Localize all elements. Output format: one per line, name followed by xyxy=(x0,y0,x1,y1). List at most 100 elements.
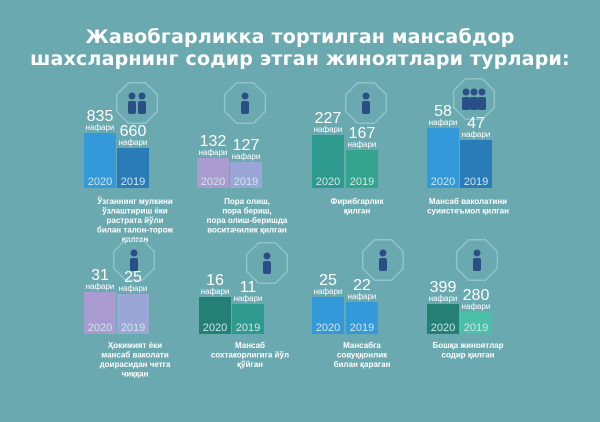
bar-year-label: 2020 xyxy=(88,176,112,188)
bar-year-label: 2019 xyxy=(350,322,374,334)
crowd-icon-frame xyxy=(452,77,496,121)
data-label: 280 xyxy=(463,287,490,304)
unit-label: нафари xyxy=(232,152,261,161)
bar-year-label: 2019 xyxy=(350,176,374,188)
data-label: 660 xyxy=(120,123,147,140)
people-icon-frame xyxy=(115,81,159,125)
data-label: 16 xyxy=(206,272,224,289)
bar-3-2019 xyxy=(346,150,378,188)
bar-3-2020 xyxy=(312,135,344,188)
category-label-line: Бошқа жиноятлар xyxy=(432,341,503,350)
category-label-line: Пора олиш, xyxy=(224,197,270,206)
unit-label: нафари xyxy=(348,292,377,301)
category-label-line: Мансаб ваколатини xyxy=(429,197,507,206)
fraud-icon xyxy=(362,92,370,114)
category-label-line: ўзлаштириш ёки xyxy=(102,207,168,216)
unit-label: нафари xyxy=(201,287,230,296)
category-label-line: суиистеъмол қилган xyxy=(427,207,509,216)
category-label-line: пора бериш, xyxy=(222,207,271,216)
bar-year-label: 2019 xyxy=(121,176,145,188)
bar-2-2020 xyxy=(197,158,229,188)
bar-year-label: 2020 xyxy=(316,176,340,188)
pointing-hand-icon-frame xyxy=(112,238,156,282)
bar-1-2019 xyxy=(117,148,149,188)
unit-label: нафари xyxy=(462,130,491,139)
unit-label: нафари xyxy=(314,125,343,134)
official-icon xyxy=(263,252,271,274)
category-label-line: сохтакорлигига йўл xyxy=(211,351,289,360)
title-line-1: Жавобгарликка тортилган мансабдор xyxy=(85,26,515,48)
unit-label: нафари xyxy=(429,294,458,303)
unit-label: нафари xyxy=(119,138,148,147)
bar-5-2020 xyxy=(84,292,116,334)
bar-4-2019 xyxy=(460,140,492,188)
category-label-line: чиққан xyxy=(122,370,149,379)
data-label: 227 xyxy=(315,110,342,127)
bar-6-2019 xyxy=(232,304,264,334)
shopping-person-icon xyxy=(379,249,387,271)
data-label: 47 xyxy=(467,115,485,132)
unit-label: нафари xyxy=(429,118,458,127)
bar-7-2020 xyxy=(312,297,344,334)
category-label-line: қўйган xyxy=(237,360,263,369)
bar-year-label: 2020 xyxy=(316,322,340,334)
data-label: 132 xyxy=(200,133,227,150)
category-label-line: пора олиш-беришда xyxy=(207,216,288,225)
bar-6-2020 xyxy=(199,297,231,334)
official-icon-frame xyxy=(245,241,289,285)
data-label: 31 xyxy=(91,267,109,284)
data-label: 11 xyxy=(240,279,257,296)
shopping-person-icon-frame xyxy=(361,238,405,282)
police-document-icon xyxy=(473,249,481,271)
people-icon xyxy=(128,92,146,114)
unit-label: нафари xyxy=(86,123,115,132)
bar-1-2020 xyxy=(84,133,116,188)
bar-year-label: 2020 xyxy=(431,176,455,188)
bar-8-2020 xyxy=(427,304,459,334)
category-label-line: қилган xyxy=(344,207,371,216)
bar-year-label: 2019 xyxy=(464,176,488,188)
unit-label: нафари xyxy=(119,284,148,293)
unit-label: нафари xyxy=(86,282,115,291)
category-label-line: билан талон-торож xyxy=(97,226,174,235)
unit-label: нафари xyxy=(348,140,377,149)
police-document-icon-frame xyxy=(455,238,499,282)
category-label-line: Мансабга xyxy=(343,341,381,350)
bar-year-label: 2020 xyxy=(203,322,227,334)
category-label-line: Ўзганнинг мулкини xyxy=(96,197,173,206)
bar-year-label: 2019 xyxy=(121,322,145,334)
bar-year-label: 2019 xyxy=(464,322,488,334)
handshake-money-icon-frame xyxy=(223,81,267,125)
category-label-line: Ҳокимият ёки xyxy=(108,341,162,350)
category-label-line: содир қилган xyxy=(442,351,495,360)
category-label-line: растрата йўли xyxy=(107,216,164,225)
bar-year-label: 2020 xyxy=(201,176,225,188)
data-label: 399 xyxy=(430,279,457,296)
data-label: 58 xyxy=(434,103,452,120)
bar-year-label: 2019 xyxy=(234,176,258,188)
category-label-line: Фирибгарлик xyxy=(331,197,385,206)
unit-label: нафари xyxy=(199,148,228,157)
category-label-line: мансаб ваколати xyxy=(101,351,169,360)
bar-2-2019 xyxy=(230,162,262,188)
category-label-line: Мансаб xyxy=(235,341,265,350)
data-label: 22 xyxy=(353,277,371,294)
bar-year-label: 2020 xyxy=(88,322,112,334)
bar-7-2019 xyxy=(346,302,378,334)
crowd-icon xyxy=(462,88,486,110)
bar-4-2020 xyxy=(427,128,459,188)
data-label: 25 xyxy=(124,269,142,286)
data-label: 167 xyxy=(349,125,376,142)
bar-8-2019 xyxy=(460,312,492,334)
category-label-line: билан қараган xyxy=(334,360,391,369)
page-title: Жавобгарликка тортилган мансабдор шахсла… xyxy=(0,26,600,70)
unit-label: нафари xyxy=(462,302,491,311)
unit-label: нафари xyxy=(314,287,343,296)
category-label-line: совуққонлик xyxy=(337,351,388,360)
data-label: 25 xyxy=(319,272,337,289)
data-label: 835 xyxy=(87,108,114,125)
title-line-2: шахсларнинг содир этган жиноятлари турла… xyxy=(30,48,570,70)
fraud-icon-frame xyxy=(344,81,388,125)
